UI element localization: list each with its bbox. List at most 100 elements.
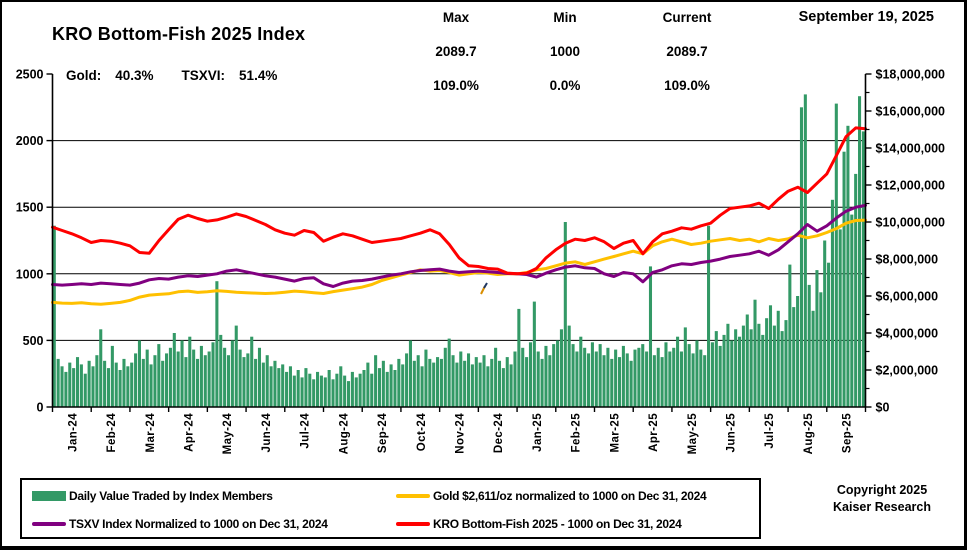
x-tick-label: May-24 — [222, 413, 234, 455]
volume-bar — [230, 340, 234, 407]
legend-box: Daily Value Traded by Index Members Gold… — [20, 478, 761, 539]
volume-bar — [195, 358, 200, 407]
left-tick-label: 0 — [37, 401, 44, 415]
volume-bar — [79, 364, 83, 407]
volume-bar — [83, 373, 87, 407]
volume-bar — [312, 379, 316, 408]
volume-bar — [610, 358, 614, 407]
volume-bar — [687, 344, 691, 407]
volume-bar — [544, 345, 548, 407]
volume-bar — [842, 151, 846, 407]
volume-bar — [583, 347, 587, 407]
volume-bar — [436, 357, 440, 407]
volume-bar — [219, 334, 223, 407]
volume-bar — [494, 347, 498, 407]
right-tick-label: $10,000,000 — [876, 216, 946, 230]
x-tick-label: Aug-24 — [338, 413, 350, 455]
volume-bar — [648, 266, 653, 407]
volume-bar — [490, 358, 494, 407]
x-tick-label: Aug-25 — [803, 413, 815, 455]
volume-bar — [122, 358, 126, 407]
x-tick-label: Apr-24 — [184, 413, 196, 452]
volume-bar — [288, 366, 292, 407]
volume-bar — [668, 351, 672, 407]
series-line — [51, 203, 867, 288]
volume-bar — [517, 308, 521, 407]
volume-bar — [393, 370, 397, 407]
volume-bar — [703, 355, 707, 407]
volume-bar — [172, 333, 176, 407]
left-tick-label: 1500 — [16, 201, 44, 215]
volume-bar — [250, 336, 254, 407]
legend-entry-gold: Gold $2,611/oz normalized to 1000 on Dec… — [396, 489, 707, 503]
right-tick-label: $2,000,000 — [876, 364, 939, 378]
volume-bar — [242, 357, 246, 407]
stat-current-pct: 109.0% — [664, 78, 710, 93]
volume-bar — [432, 362, 436, 407]
right-tick-label: $14,000,000 — [876, 142, 946, 156]
volume-bar — [157, 344, 161, 407]
volume-bar — [408, 340, 412, 407]
volume-bar — [780, 331, 784, 407]
volume-bar — [281, 364, 285, 407]
volume-bar — [676, 336, 680, 407]
x-tick-label: Feb-24 — [106, 413, 118, 453]
volume-bar — [68, 362, 72, 407]
volume-bar — [366, 362, 370, 407]
volume-bar — [854, 173, 858, 407]
volume-bar — [614, 349, 618, 407]
x-tick-label: Jan-25 — [532, 413, 544, 452]
tsxvi-gain-value: 51.4% — [239, 68, 278, 83]
stat-column-current: Current 2089.7 109.0% — [627, 10, 747, 94]
volume-bar — [497, 360, 502, 408]
volume-bar — [416, 355, 420, 407]
kro-line-swatch-icon — [396, 522, 430, 526]
legend-label-gold: Gold $2,611/oz normalized to 1000 on Dec… — [433, 489, 707, 503]
volume-bar — [223, 347, 227, 407]
volume-bar — [385, 371, 389, 407]
volume-bar — [304, 368, 308, 407]
right-tick-label: $12,000,000 — [876, 179, 946, 193]
volume-bar — [617, 357, 622, 407]
volume-bar — [838, 229, 842, 407]
volume-bar — [339, 366, 343, 407]
volume-bar — [722, 334, 726, 407]
report-date: September 19, 2025 — [798, 9, 934, 25]
volume-bar — [451, 355, 455, 407]
volume-bar — [199, 345, 203, 407]
volume-bar — [749, 329, 753, 407]
volume-bar — [540, 358, 544, 407]
volume-bar — [621, 345, 625, 407]
volume-bar — [556, 340, 560, 407]
copyright-line1: Copyright 2025 — [836, 483, 928, 497]
volume-bar — [215, 281, 219, 407]
volume-bar — [308, 373, 312, 407]
volume-bar — [765, 318, 769, 407]
volume-bar — [184, 357, 188, 407]
volume-bar — [699, 349, 703, 407]
volume-bar — [106, 368, 111, 407]
volume-bar — [257, 347, 262, 407]
volume-bar — [598, 344, 602, 407]
volume-bar — [830, 199, 834, 407]
volume-bar — [478, 362, 482, 407]
left-tick-label: 2500 — [16, 68, 44, 82]
volume-bar — [660, 357, 664, 407]
x-tick-label: Mar-25 — [609, 413, 621, 453]
volume-bar — [536, 351, 540, 407]
volume-bar — [579, 336, 583, 407]
x-tick-label: Oct-24 — [416, 413, 428, 451]
volume-bar — [149, 364, 153, 407]
volume-bar — [238, 349, 242, 407]
right-tick-label: $8,000,000 — [876, 253, 939, 267]
volume-bar — [428, 358, 432, 407]
right-tick-label: $0 — [876, 401, 890, 415]
volume-bar — [316, 371, 320, 407]
stat-max-value: 2089.7 — [435, 44, 477, 59]
volume-bar — [389, 364, 393, 407]
volume-bar — [726, 323, 730, 408]
x-tick-label: Jul-25 — [764, 413, 776, 449]
volume-bar — [796, 296, 800, 407]
stray-mark — [483, 282, 488, 289]
